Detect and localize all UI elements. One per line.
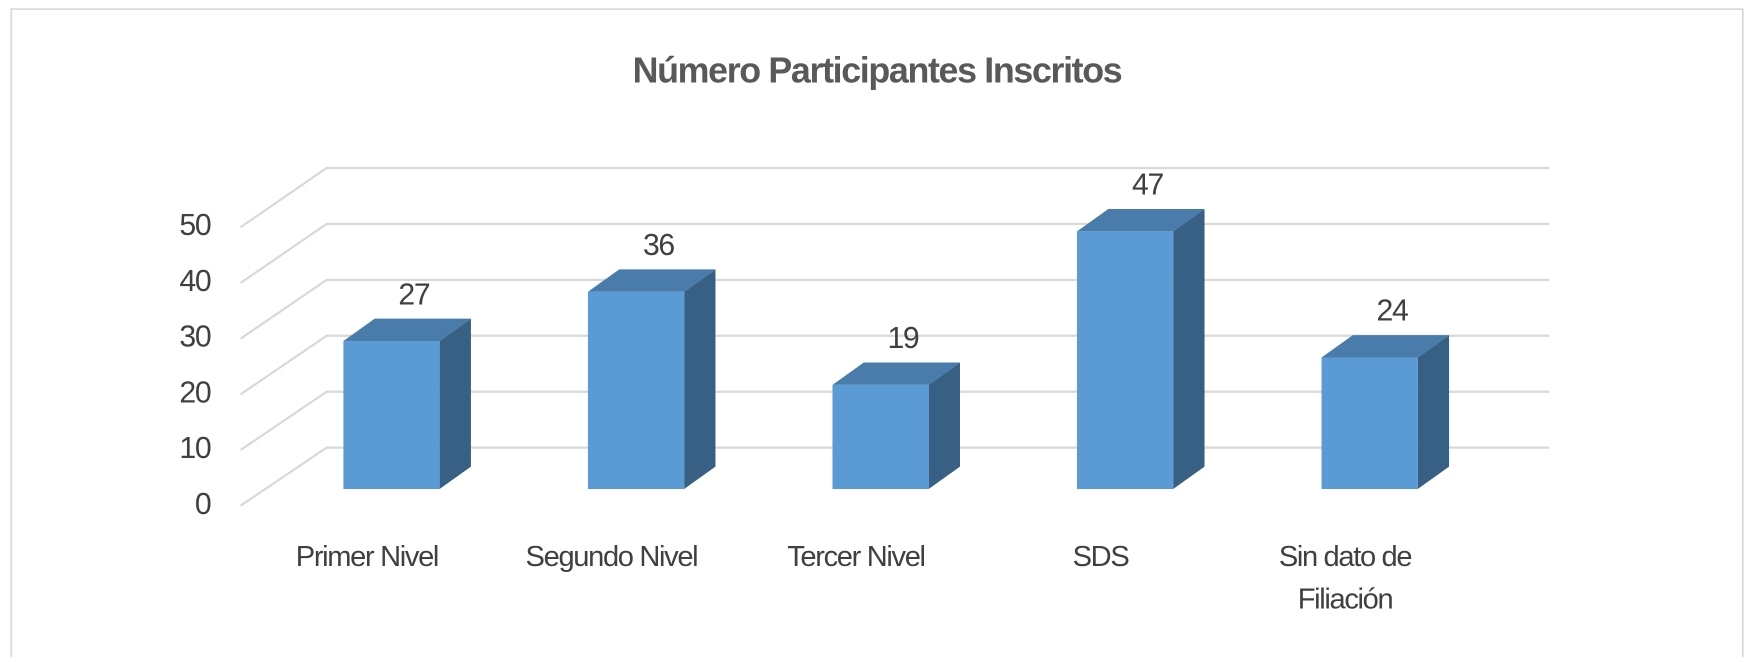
y-tick-label: 10 [179,432,210,465]
x-tick-label-box: Segundo Nivel [525,539,699,573]
bar-top [832,362,961,385]
y-tick-label: 0 [195,488,211,521]
value-label: 36 [643,229,674,262]
bar [1077,209,1205,490]
bar-side [1173,209,1205,490]
y-tick-label: 40 [179,265,210,298]
y-tick-label: 50 [179,209,210,242]
bar-top [1077,209,1205,232]
y-tick-label: 20 [179,376,210,409]
bar-top [587,269,716,292]
bar-front [832,384,929,490]
bar [343,318,471,490]
bar-top [1321,335,1450,358]
value-label: 47 [1132,169,1163,202]
bar-front [343,341,440,490]
x-tick-label-box: Primer Nivel [295,539,440,573]
x-tick-label-box: Tercer Nivel [787,539,926,573]
chart-title: Número Participantes Inscritos [633,50,1122,90]
bar-side [439,318,471,490]
bar-side [1417,335,1450,490]
y-tick-label: 30 [179,321,210,354]
x-tick-label: Sin dato de Filiación [1278,539,1413,616]
bar-side [928,362,961,490]
bar-side [684,269,716,490]
bar [1321,335,1450,490]
bar-top [343,318,471,342]
x-tick-label: Primer Nivel [295,539,440,573]
value-label: 27 [398,278,429,311]
grid-line [239,166,1550,229]
value-label: 24 [1377,295,1408,328]
x-tick-label: Segundo Nivel [525,539,699,573]
bar-front [587,291,685,490]
bar-front [1321,357,1418,490]
x-tick-label-box: Sin dato de Filiación [1278,539,1413,616]
bar [587,269,716,490]
value-label: 19 [887,322,918,355]
x-tick-label-box: SDS [1072,539,1130,573]
x-tick-label: Tercer Nivel [787,539,926,573]
bar [832,362,961,490]
bar-front [1077,231,1174,490]
x-tick-label: SDS [1072,539,1130,573]
